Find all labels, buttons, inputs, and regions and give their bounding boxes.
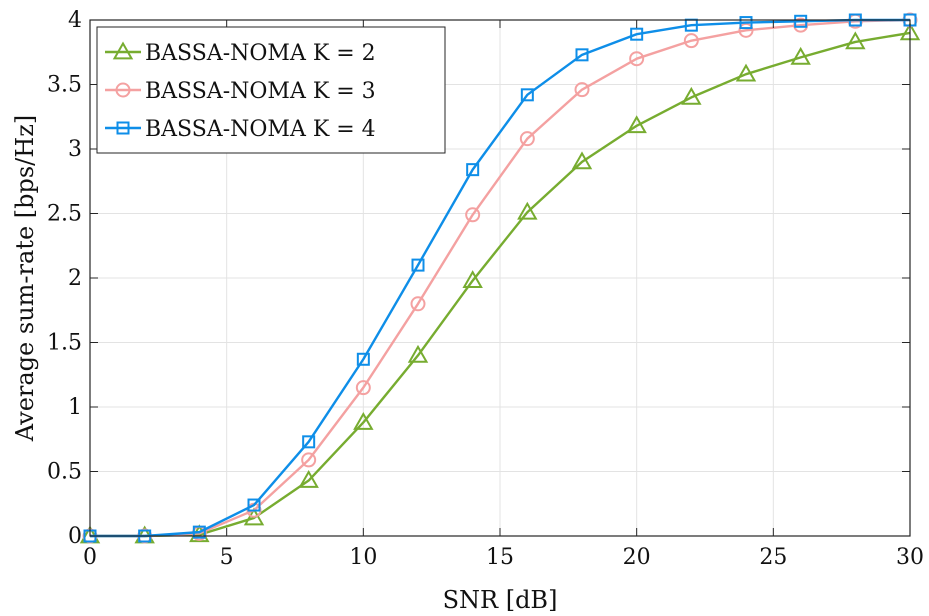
data-point — [465, 207, 481, 223]
x-tick-label: 20 — [623, 545, 651, 570]
legend-box — [96, 26, 446, 154]
data-point — [739, 16, 753, 30]
x-tick-label: 30 — [896, 545, 924, 570]
legend-marker — [112, 41, 134, 60]
data-point — [407, 344, 429, 363]
data-point — [355, 380, 371, 396]
y-tick-label: 2 — [68, 266, 82, 291]
y-tick-label: 3.5 — [47, 73, 82, 98]
data-point — [629, 51, 645, 67]
data-point — [410, 296, 426, 312]
x-tick-label: 25 — [759, 545, 787, 570]
y-axis-label: Average sum-rate [bps/Hz] — [11, 115, 39, 442]
series-line — [90, 31, 911, 538]
data-point — [845, 31, 866, 50]
data-point — [683, 33, 699, 49]
data-point — [735, 63, 757, 82]
y-tick-label: 1.5 — [47, 331, 82, 356]
data-point — [302, 435, 316, 449]
data-point — [738, 22, 754, 38]
data-point — [575, 48, 589, 62]
data-point — [517, 201, 538, 220]
data-point — [247, 498, 261, 512]
x-tick-label: 15 — [486, 545, 514, 570]
data-point — [790, 46, 811, 65]
ticks: 0 5 10 15 20 25 30 0 0.5 1 1.5 2 2.5 3 3.5 4 — [47, 8, 924, 570]
data-point — [301, 452, 317, 468]
legend-marker — [116, 121, 130, 135]
y-tick-label: 1 — [68, 395, 82, 420]
legend: BASSA-NOMA K = 2 BASSA-NOMA K = 3 BASSA-NO… — [96, 26, 446, 154]
legend-entry: BASSA-NOMA K = 3 — [105, 79, 376, 104]
y-tick-label: 2.5 — [47, 202, 82, 227]
data-point — [626, 115, 647, 134]
data-point — [462, 270, 483, 288]
y-tick-label: 3 — [68, 137, 82, 162]
x-tick-label: 5 — [220, 545, 234, 570]
y-tick-label: 0.5 — [47, 460, 82, 485]
y-tick-label: 4 — [68, 8, 82, 33]
legend-entry: BASSA-NOMA K = 2 — [105, 41, 376, 66]
data-point — [630, 27, 644, 41]
data-point — [192, 525, 206, 539]
legend-label: BASSA-NOMA K = 3 — [145, 79, 376, 104]
y-tick-label: 0 — [68, 524, 82, 549]
legend-label: BASSA-NOMA K = 4 — [145, 117, 376, 142]
data-point — [411, 258, 425, 272]
data-point — [519, 131, 535, 147]
legend-label: BASSA-NOMA K = 2 — [145, 41, 376, 66]
data-point — [356, 352, 370, 366]
data-point — [466, 163, 480, 177]
data-point — [574, 82, 590, 98]
data-point — [571, 151, 593, 170]
legend-entry: BASSA-NOMA K = 4 — [105, 117, 376, 142]
data-point — [243, 507, 265, 526]
data-point — [794, 14, 808, 28]
legend-marker — [115, 82, 131, 98]
x-axis-label: SNR [dB] — [443, 586, 558, 614]
data-point — [681, 86, 702, 105]
data-point — [520, 88, 534, 102]
data-point — [353, 411, 374, 430]
x-tick-label: 0 — [83, 545, 97, 570]
x-tick-label: 10 — [349, 545, 377, 570]
data-point — [298, 470, 319, 488]
